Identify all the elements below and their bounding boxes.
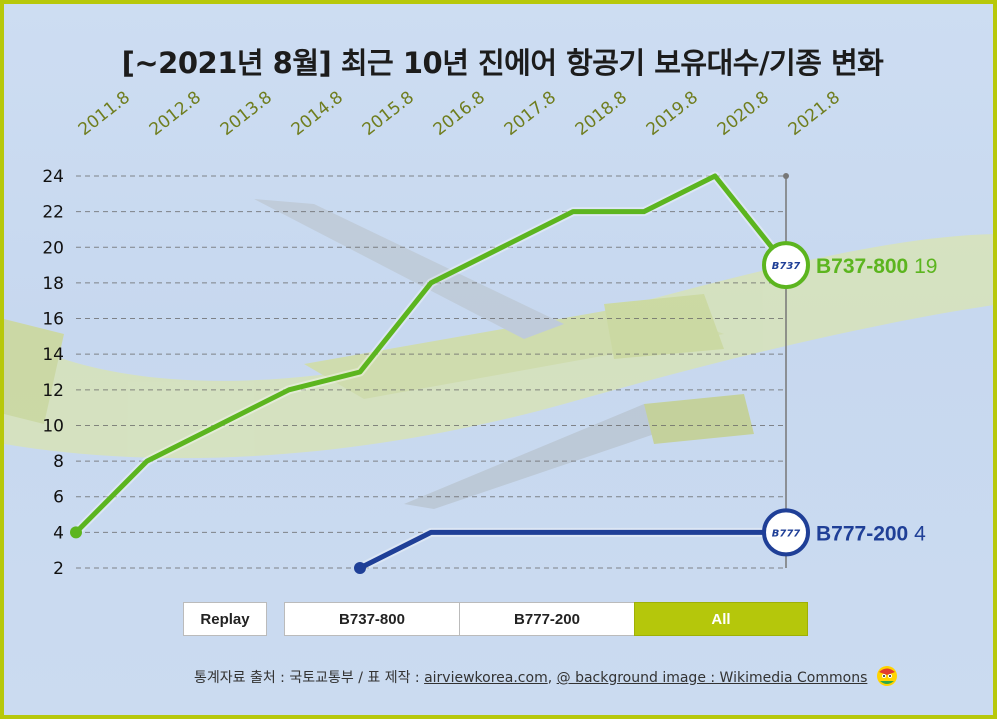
y-tick-label: 6 — [53, 488, 64, 508]
all-filter-button[interactable]: All — [634, 602, 808, 636]
series-value-label: 19 — [914, 255, 937, 278]
replay-button[interactable]: Replay — [183, 602, 267, 636]
y-tick-label: 18 — [42, 274, 64, 294]
x-category-label: 2015.8 — [359, 88, 418, 140]
series-name-label: B737-800 — [816, 255, 914, 278]
y-tick-label: 8 — [53, 452, 64, 472]
series-line-b737-800 — [73, 173, 789, 535]
series-end-badge — [762, 508, 810, 557]
source-footer: 통계자료 출처 : 국토교통부 / 표 제작 : airviewkorea.co… — [194, 665, 954, 691]
y-tick-label: 12 — [42, 381, 64, 401]
mascot-icon — [876, 665, 898, 691]
series-end-label: B737-800 19 — [816, 255, 937, 278]
y-tick-label: 16 — [42, 310, 64, 330]
y-tick-label: 14 — [42, 345, 64, 365]
x-category-label: 2013.8 — [217, 88, 276, 140]
x-category-label: 2021.8 — [785, 88, 844, 140]
series-value-label: 4 — [914, 522, 926, 545]
series-line-b777-200 — [357, 529, 789, 571]
series-name-label: B777-200 — [816, 522, 914, 545]
b777-filter-button[interactable]: B777-200 — [459, 602, 635, 636]
x-category-label: 2019.8 — [643, 88, 702, 140]
x-category-label: 2020.8 — [714, 88, 773, 140]
y-tick-label: 10 — [42, 416, 64, 436]
airplane-background-image — [4, 199, 993, 509]
b737-filter-button[interactable]: B737-800 — [284, 602, 460, 636]
y-tick-label: 4 — [53, 523, 64, 543]
x-category-label: 2018.8 — [572, 88, 631, 140]
series-end-badge-text: B737 — [772, 261, 801, 272]
x-category-label: 2016.8 — [430, 88, 489, 140]
x-category-label: 2014.8 — [288, 88, 347, 140]
maker-link[interactable]: airviewkorea.com — [424, 670, 548, 686]
y-tick-label: 24 — [42, 167, 64, 187]
series-end-badge-text: B777 — [772, 528, 801, 539]
y-tick-label: 2 — [53, 559, 64, 579]
x-category-label: 2017.8 — [501, 88, 560, 140]
series-start-point — [354, 562, 366, 574]
series-end-label: B777-200 4 — [816, 522, 926, 545]
y-tick-label: 20 — [42, 238, 64, 258]
x-category-label: 2012.8 — [146, 88, 205, 140]
x-category-label: 2011.8 — [75, 88, 134, 140]
source-text: 통계자료 출처 : 국토교통부 / 표 제작 : — [194, 670, 425, 686]
series-start-point — [70, 526, 82, 539]
series-end-badge — [762, 241, 810, 290]
background-credit-link[interactable]: @ background image : Wikimedia Commons — [556, 670, 868, 686]
y-tick-label: 22 — [42, 203, 64, 223]
current-marker-dot — [783, 173, 789, 179]
separator-text: , — [547, 670, 557, 686]
chart-title: [~2021년 8월] 최근 10년 진에어 항공기 보유대수/기종 변화 — [121, 46, 884, 80]
